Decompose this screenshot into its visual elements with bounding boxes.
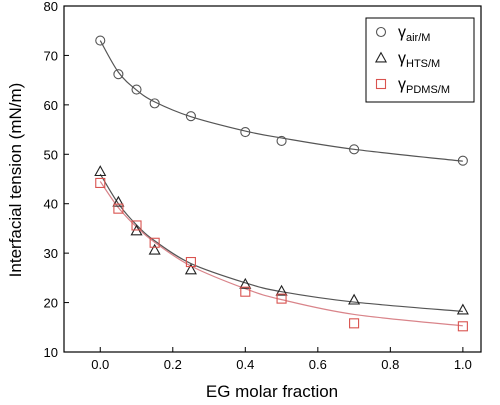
x-tick-label: 1.0 xyxy=(454,357,472,372)
legend-label-main: γ xyxy=(398,50,406,67)
data-point-circle xyxy=(149,98,160,109)
x-axis-title: EG molar fraction xyxy=(206,382,338,401)
y-tick-label: 30 xyxy=(44,246,58,261)
data-markers xyxy=(94,35,469,332)
legend-marker-circle xyxy=(375,26,387,38)
data-point-triangle xyxy=(184,263,197,275)
legend-label-main: γ xyxy=(398,76,406,93)
data-point-circle xyxy=(457,155,468,166)
legend-label-main: γ xyxy=(398,24,406,41)
legend-marker-triangle xyxy=(374,51,388,63)
legend-label: γPDMS/M xyxy=(398,76,450,96)
x-tick-label: 0.2 xyxy=(164,357,182,372)
data-point-square xyxy=(131,220,142,231)
y-tick-label: 50 xyxy=(44,147,58,162)
legend-label-subscript: HTS/M xyxy=(406,58,440,70)
x-tick-label: 0.8 xyxy=(381,357,399,372)
y-tick-label: 70 xyxy=(44,48,58,63)
y-tick-label: 60 xyxy=(44,98,58,113)
data-point-triangle xyxy=(112,195,125,207)
fit-curve-square xyxy=(99,181,463,327)
data-point-triangle xyxy=(94,165,107,177)
fit-curve-triangle xyxy=(99,173,463,313)
legend-label: γHTS/M xyxy=(398,50,440,70)
data-point-triangle xyxy=(239,277,252,289)
data-point-square xyxy=(95,177,106,189)
data-point-circle xyxy=(95,35,106,46)
y-tick-label: 10 xyxy=(44,345,58,360)
x-tick-label: 0.4 xyxy=(236,357,254,372)
data-point-circle xyxy=(240,126,251,138)
data-point-circle xyxy=(349,144,360,155)
data-point-square xyxy=(185,256,196,268)
legend-label-subscript: air/M xyxy=(406,32,430,44)
data-point-circle xyxy=(131,84,142,95)
data-point-square xyxy=(276,293,287,304)
fit-curves xyxy=(99,40,463,327)
y-tick-label: 80 xyxy=(44,0,58,14)
data-point-square xyxy=(349,318,360,329)
plot-frame xyxy=(63,5,482,353)
y-axis-title: Interfacial tension (mN/m) xyxy=(6,83,25,278)
data-point-circle xyxy=(276,135,287,146)
data-point-square xyxy=(113,203,124,214)
data-point-triangle xyxy=(275,284,288,296)
data-point-square xyxy=(240,286,251,297)
data-point-circle xyxy=(113,69,124,80)
data-point-square xyxy=(457,321,468,332)
x-tick-label: 0.0 xyxy=(91,357,109,372)
y-axis: 10 20 30 40 50 60 70 80 xyxy=(44,0,69,360)
data-point-triangle xyxy=(148,243,161,255)
data-point-triangle xyxy=(348,293,361,305)
data-point-square xyxy=(149,237,160,248)
legend-label-subscript: PDMS/M xyxy=(406,84,450,96)
legend-marker-square xyxy=(375,78,387,90)
x-axis: 0.0 0.2 0.4 0.6 0.8 1.0 xyxy=(91,347,472,372)
legend-label: γair/M xyxy=(398,24,430,44)
y-tick-label: 20 xyxy=(44,296,58,311)
x-tick-label: 0.6 xyxy=(309,357,327,372)
data-point-triangle xyxy=(456,303,469,315)
data-point-circle xyxy=(185,111,196,122)
y-tick-label: 40 xyxy=(44,197,58,212)
fit-curve-circle xyxy=(99,40,463,162)
